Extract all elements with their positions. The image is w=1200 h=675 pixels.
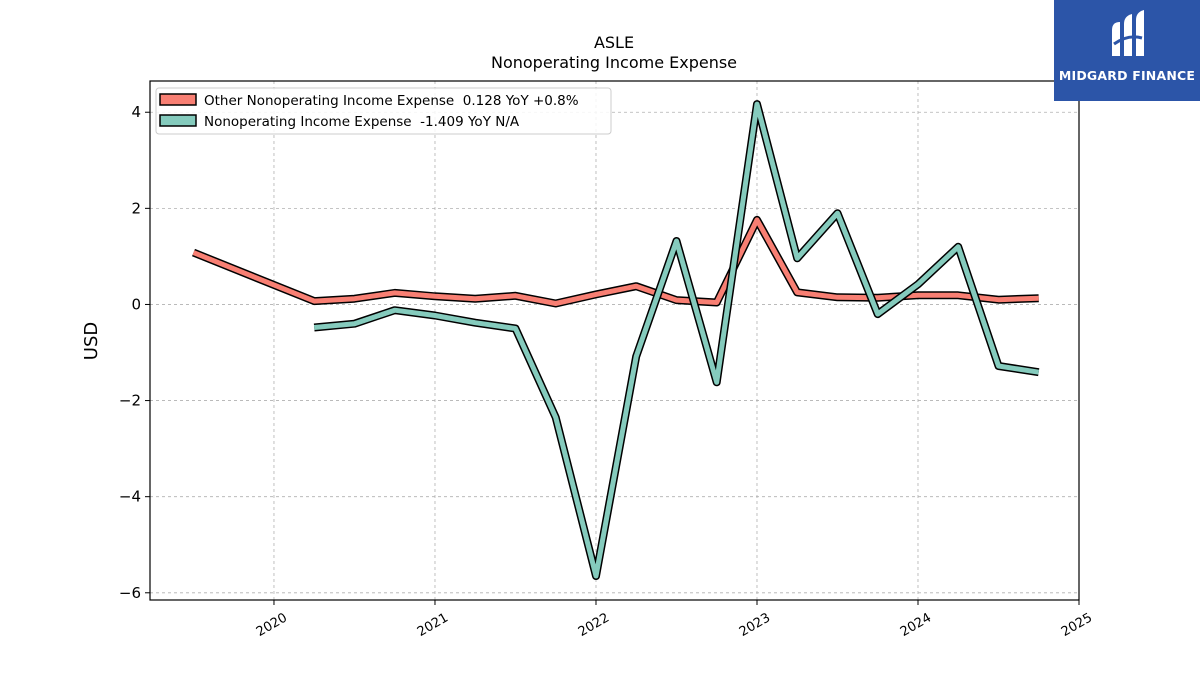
y-tick-label: 2: [131, 199, 141, 217]
legend: Other Nonoperating Income Expense 0.128 …: [155, 87, 612, 135]
chart-title: ASLE: [594, 33, 634, 52]
grid: [150, 81, 1079, 600]
legend-swatch-nonoperating: [159, 114, 197, 127]
y-tick-label: −6: [119, 584, 141, 602]
y-tick-label: 4: [131, 103, 141, 121]
brand-logo: MIDGARD FINANCE: [1054, 0, 1200, 101]
logo-text: MIDGARD FINANCE: [1058, 68, 1196, 83]
y-tick-label: 0: [131, 295, 141, 313]
y-axis: 4 2 0 −2 −4 −6: [119, 103, 150, 602]
x-tick-label: 2021: [415, 610, 451, 640]
x-tick-label: 2022: [576, 610, 612, 640]
y-axis-label: USD: [81, 322, 102, 360]
series-1-line: [313, 101, 1040, 579]
x-tick-label: 2023: [737, 610, 773, 640]
legend-label-other-nonoperating: Other Nonoperating Income Expense 0.128 …: [204, 93, 579, 109]
y-tick-label: −4: [119, 488, 141, 506]
x-tick-label: 2025: [1059, 610, 1095, 640]
legend-box: [155, 87, 612, 135]
chart-subtitle: Nonoperating Income Expense: [491, 53, 737, 72]
y-tick-label: −2: [119, 392, 141, 410]
x-axis: 2020 2021 2022 2023 2024 2025: [254, 600, 1095, 640]
plot-area-frame: [149, 80, 1080, 601]
series-layer: [192, 100, 1040, 580]
midgard-logo-icon: [1112, 10, 1144, 56]
series-1-outline: [313, 100, 1040, 580]
x-tick-label: 2024: [898, 610, 934, 640]
legend-label-nonoperating: Nonoperating Income Expense -1.409 YoY N…: [204, 114, 520, 130]
x-tick-label: 2020: [254, 610, 290, 640]
legend-swatch-other-nonoperating: [159, 93, 197, 106]
